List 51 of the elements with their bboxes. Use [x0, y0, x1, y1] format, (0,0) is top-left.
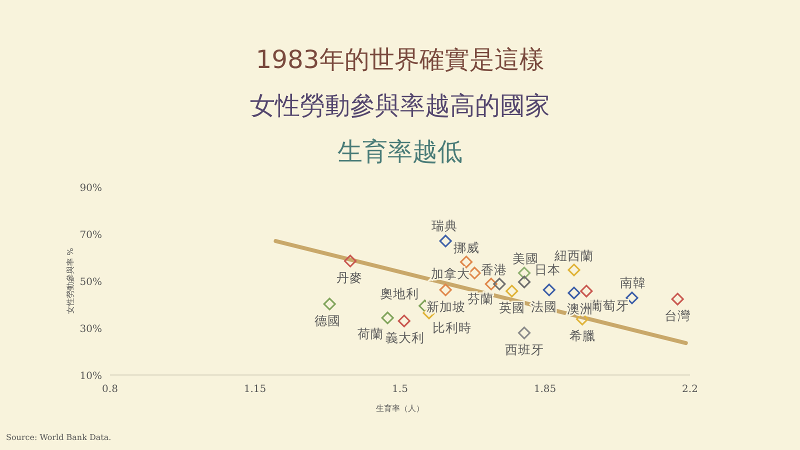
annotation: 英國	[498, 300, 525, 316]
y-tick-label: 10%	[80, 371, 102, 382]
y-tick-label: 30%	[80, 324, 102, 335]
x-tick-label: 2.2	[682, 384, 698, 395]
y-tick-label: 70%	[80, 230, 102, 241]
point	[580, 284, 593, 298]
point	[568, 264, 580, 276]
point	[506, 284, 518, 298]
point	[493, 278, 506, 290]
annotation: 紐西蘭	[554, 248, 594, 263]
point	[344, 254, 357, 268]
point	[439, 234, 452, 248]
annotation: 德國	[314, 313, 341, 328]
annotation: 挪威	[453, 240, 480, 255]
annotation: 西班牙	[504, 342, 544, 357]
point	[671, 292, 684, 306]
source-note: Source: World Bank Data.	[6, 433, 112, 442]
point	[468, 266, 481, 280]
annotation: 瑞典	[432, 218, 458, 234]
point	[518, 326, 531, 340]
x-axis-title: 生育率（人）	[376, 404, 424, 413]
x-tick-label: 1.5	[392, 384, 408, 395]
point	[381, 312, 394, 324]
annotation: 香港	[481, 262, 508, 278]
annotation: 加拿大	[431, 266, 470, 282]
y-axis-title: 女性勞動參與率 %	[66, 248, 75, 314]
annotation: 荷蘭	[358, 326, 384, 341]
point	[568, 286, 580, 300]
chart-subtitle: 女性勞動參與率越高的國家生育率越低	[250, 91, 550, 166]
chart-title: 1983年的世界確實是這樣	[256, 45, 544, 74]
annotation: 台灣	[664, 308, 691, 324]
annotation: 奧地利	[380, 286, 420, 301]
annotation: 南韓	[620, 274, 646, 290]
annotation: 丹麥	[336, 270, 362, 286]
annotation: 比利時	[432, 320, 472, 335]
annotation: 義大利	[386, 330, 425, 345]
y-tick-label: 90%	[80, 183, 102, 194]
point	[518, 266, 531, 280]
y-tick-label: 50%	[80, 277, 102, 288]
point	[323, 298, 336, 310]
point	[398, 314, 410, 328]
x-tick-label: 1.85	[534, 384, 556, 395]
annotation: 芬蘭	[467, 291, 494, 306]
point	[542, 284, 556, 296]
x-tick-label: 0.8	[102, 384, 118, 395]
point	[460, 256, 473, 268]
x-tick-label: 1.15	[244, 384, 266, 395]
point	[439, 284, 452, 296]
point	[518, 276, 531, 288]
point	[484, 278, 498, 290]
annotation: 希臘	[569, 328, 596, 344]
